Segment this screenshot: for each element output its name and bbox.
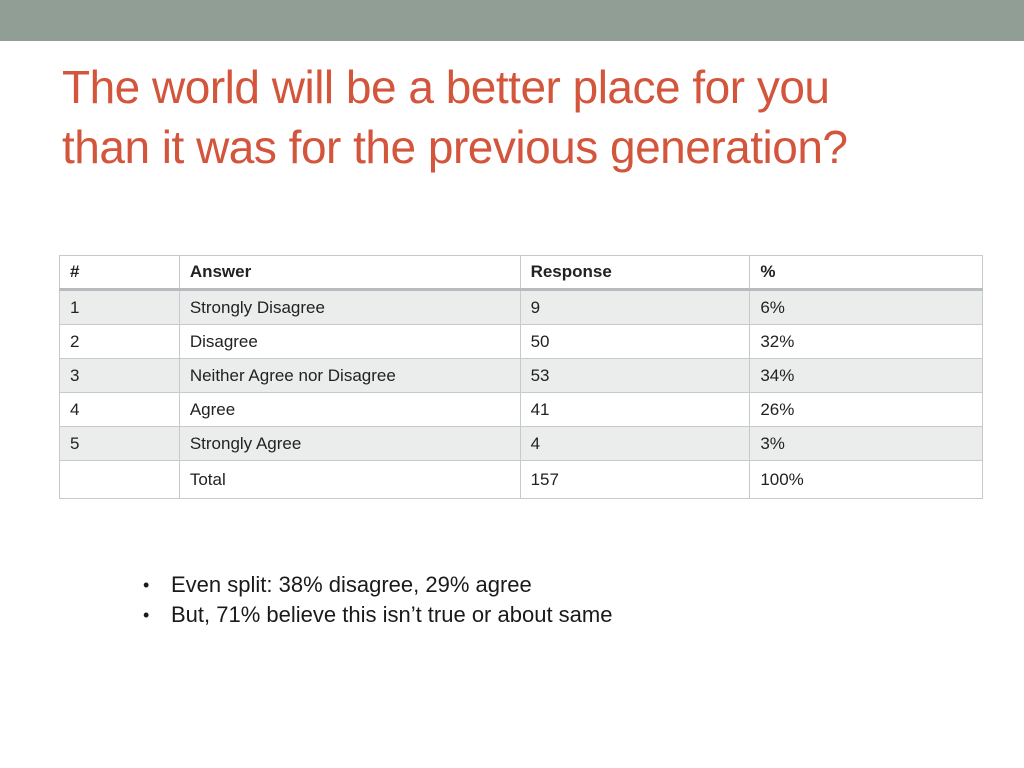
cell-total-label: Total — [178, 460, 521, 499]
bullet-item: • Even split: 38% disagree, 29% agree — [143, 570, 612, 600]
cell-response: 53 — [519, 358, 751, 393]
title-line-1: The world will be a better place for you — [62, 61, 830, 113]
bullet-text: Even split: 38% disagree, 29% agree — [171, 572, 532, 597]
header-answer: Answer — [178, 255, 521, 291]
cell-answer: Strongly Disagree — [178, 289, 521, 325]
bullet-marker: • — [143, 575, 150, 595]
cell-total-response: 157 — [519, 460, 751, 499]
cell-response: 9 — [519, 289, 751, 325]
table-header-row: # Answer Response % — [59, 255, 983, 291]
cell-total-percent: 100% — [749, 460, 983, 499]
cell-number: 2 — [59, 324, 180, 359]
cell-answer: Strongly Agree — [178, 426, 521, 461]
bullet-item: • But, 71% believe this isn’t true or ab… — [143, 600, 612, 630]
table-row: 5 Strongly Agree 4 3% — [59, 426, 983, 461]
table-row: 4 Agree 41 26% — [59, 392, 983, 427]
cell-response: 41 — [519, 392, 751, 427]
header-number: # — [59, 255, 180, 291]
cell-percent: 34% — [749, 358, 983, 393]
bullet-text: But, 71% believe this isn’t true or abou… — [171, 602, 613, 627]
cell-answer: Neither Agree nor Disagree — [178, 358, 521, 393]
cell-response: 50 — [519, 324, 751, 359]
results-table: # Answer Response % 1 Strongly Disagree … — [59, 255, 983, 499]
table-total-row: Total 157 100% — [59, 460, 983, 499]
header-percent: % — [749, 255, 983, 291]
cell-number: 1 — [59, 289, 180, 325]
bullet-list: • Even split: 38% disagree, 29% agree • … — [143, 570, 612, 630]
cell-number: 5 — [59, 426, 180, 461]
cell-response: 4 — [519, 426, 751, 461]
title-line-2: than it was for the previous generation? — [62, 121, 848, 173]
top-band — [0, 0, 1024, 41]
table-row: 2 Disagree 50 32% — [59, 324, 983, 359]
cell-number — [59, 460, 180, 499]
table-row: 1 Strongly Disagree 9 6% — [59, 289, 983, 325]
cell-number: 4 — [59, 392, 180, 427]
cell-percent: 6% — [749, 289, 983, 325]
cell-percent: 3% — [749, 426, 983, 461]
slide-title: The world will be a better place for you… — [62, 57, 982, 177]
table-row: 3 Neither Agree nor Disagree 53 34% — [59, 358, 983, 393]
header-response: Response — [519, 255, 751, 291]
cell-answer: Disagree — [178, 324, 521, 359]
cell-percent: 26% — [749, 392, 983, 427]
bullet-marker: • — [143, 605, 150, 625]
cell-number: 3 — [59, 358, 180, 393]
cell-percent: 32% — [749, 324, 983, 359]
cell-answer: Agree — [178, 392, 521, 427]
